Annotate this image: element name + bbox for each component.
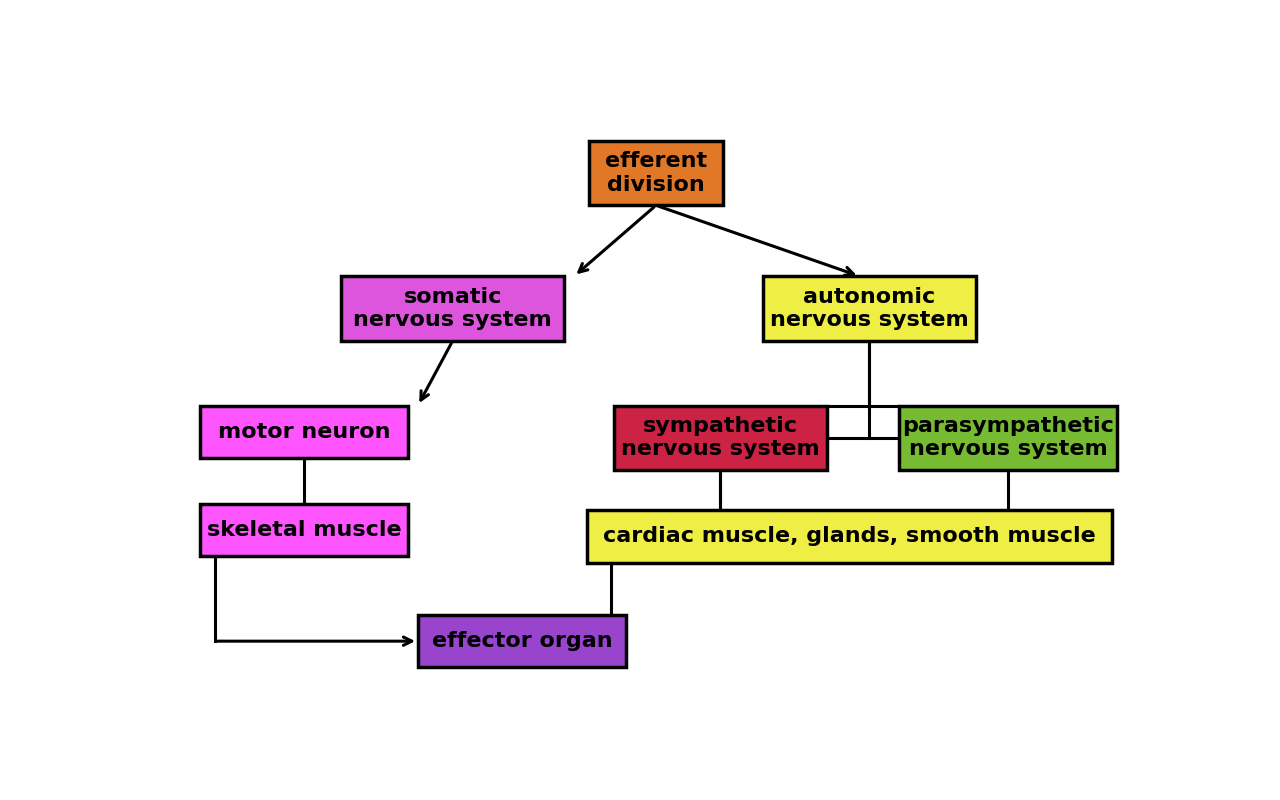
Text: sympathetic
nervous system: sympathetic nervous system (621, 416, 820, 459)
FancyBboxPatch shape (340, 276, 564, 341)
FancyBboxPatch shape (614, 406, 827, 470)
Text: parasympathetic
nervous system: parasympathetic nervous system (902, 416, 1114, 459)
FancyBboxPatch shape (586, 510, 1112, 562)
FancyBboxPatch shape (200, 406, 408, 458)
Text: efferent
division: efferent division (605, 151, 707, 194)
Text: autonomic
nervous system: autonomic nervous system (769, 287, 969, 330)
FancyBboxPatch shape (200, 504, 408, 557)
FancyBboxPatch shape (589, 141, 723, 206)
Text: motor neuron: motor neuron (218, 422, 390, 442)
FancyBboxPatch shape (417, 615, 626, 667)
Text: cardiac muscle, glands, smooth muscle: cardiac muscle, glands, smooth muscle (603, 526, 1096, 546)
FancyBboxPatch shape (899, 406, 1117, 470)
FancyBboxPatch shape (763, 276, 975, 341)
Text: somatic
nervous system: somatic nervous system (353, 287, 552, 330)
Text: effector organ: effector organ (431, 631, 612, 651)
Text: skeletal muscle: skeletal muscle (206, 520, 401, 540)
